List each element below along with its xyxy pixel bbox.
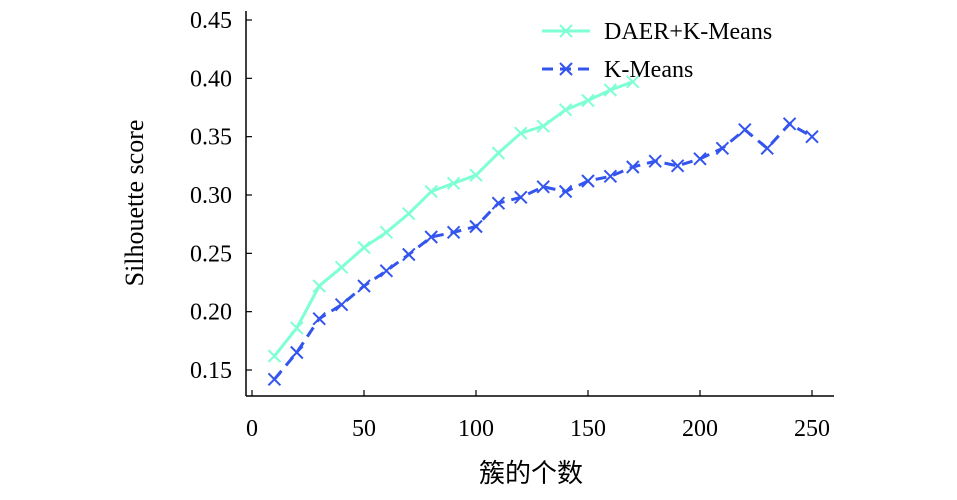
x-tick-label: 250 <box>794 416 830 442</box>
data-point-marker <box>782 117 797 131</box>
data-point-marker <box>402 206 416 221</box>
legend-marker <box>559 62 573 76</box>
data-point-marker <box>267 349 282 363</box>
data-point-marker <box>603 83 618 97</box>
data-point-marker <box>334 297 349 312</box>
data-point-marker <box>514 190 528 205</box>
data-point-marker <box>290 345 304 360</box>
data-point-marker <box>805 129 819 144</box>
y-tick-label: 0.15 <box>190 358 232 384</box>
data-point-marker <box>469 219 483 234</box>
data-point-marker <box>469 168 483 182</box>
y-tick-label: 0.20 <box>190 300 232 326</box>
y-tick-label: 0.40 <box>190 66 232 92</box>
data-point-marker <box>491 196 506 210</box>
data-point-marker <box>446 176 461 191</box>
data-point-marker <box>334 260 349 275</box>
data-point-marker <box>446 225 461 240</box>
data-point-marker <box>715 141 730 156</box>
x-tick-label: 100 <box>458 416 494 442</box>
data-point-marker <box>290 321 304 335</box>
data-point-marker <box>626 75 640 89</box>
data-point-marker <box>379 225 394 240</box>
x-axis-title: 簇的个数 <box>479 459 583 488</box>
data-point-marker <box>402 247 416 262</box>
series-kmeans <box>267 117 819 387</box>
data-point-marker <box>558 184 573 199</box>
series-line <box>273 121 813 381</box>
series-line <box>273 80 634 357</box>
data-point-marker <box>514 126 528 140</box>
data-point-marker <box>357 240 371 255</box>
data-point-marker <box>267 372 282 387</box>
series-lines <box>267 75 819 387</box>
data-point-marker <box>603 169 618 184</box>
data-point-marker <box>536 180 550 194</box>
x-tick-label: 200 <box>682 416 718 442</box>
y-tick-label: 0.25 <box>190 241 232 267</box>
axes <box>245 11 834 397</box>
data-point-marker <box>379 264 394 278</box>
data-point-marker <box>424 184 438 199</box>
y-axis-title: Silhouette score <box>120 120 149 287</box>
data-point-marker <box>648 154 662 168</box>
y-tick-label: 0.30 <box>190 183 232 209</box>
data-point-marker <box>693 152 707 166</box>
data-point-marker <box>760 141 774 156</box>
x-tick-label: 50 <box>352 416 376 442</box>
data-point-marker <box>312 279 326 293</box>
legend-label: K-Means <box>604 57 693 83</box>
data-point-marker <box>491 146 506 160</box>
data-point-marker <box>581 174 595 188</box>
legend-label: DAER+K-Means <box>604 19 772 45</box>
data-point-marker <box>536 119 550 133</box>
data-point-marker <box>357 279 371 293</box>
data-point-marker <box>626 160 640 174</box>
data-point-marker <box>670 159 685 173</box>
data-point-marker <box>581 93 595 108</box>
legend: DAER+K-Means K-Means <box>542 19 772 83</box>
ticks: 0 50 100 150 200 250 0.15 0.20 0.25 0.30 0.35 0.40 0… <box>190 8 830 442</box>
legend-marker <box>559 24 573 38</box>
data-point-marker <box>424 230 438 244</box>
x-tick-label: 0 <box>246 416 258 442</box>
series-daer-kmeans <box>267 75 640 363</box>
data-point-marker <box>558 103 573 117</box>
data-point-marker <box>312 311 326 326</box>
y-tick-label: 0.45 <box>190 8 232 34</box>
data-point-marker <box>738 122 752 137</box>
y-tick-label: 0.35 <box>190 125 232 151</box>
x-tick-label: 150 <box>570 416 606 442</box>
